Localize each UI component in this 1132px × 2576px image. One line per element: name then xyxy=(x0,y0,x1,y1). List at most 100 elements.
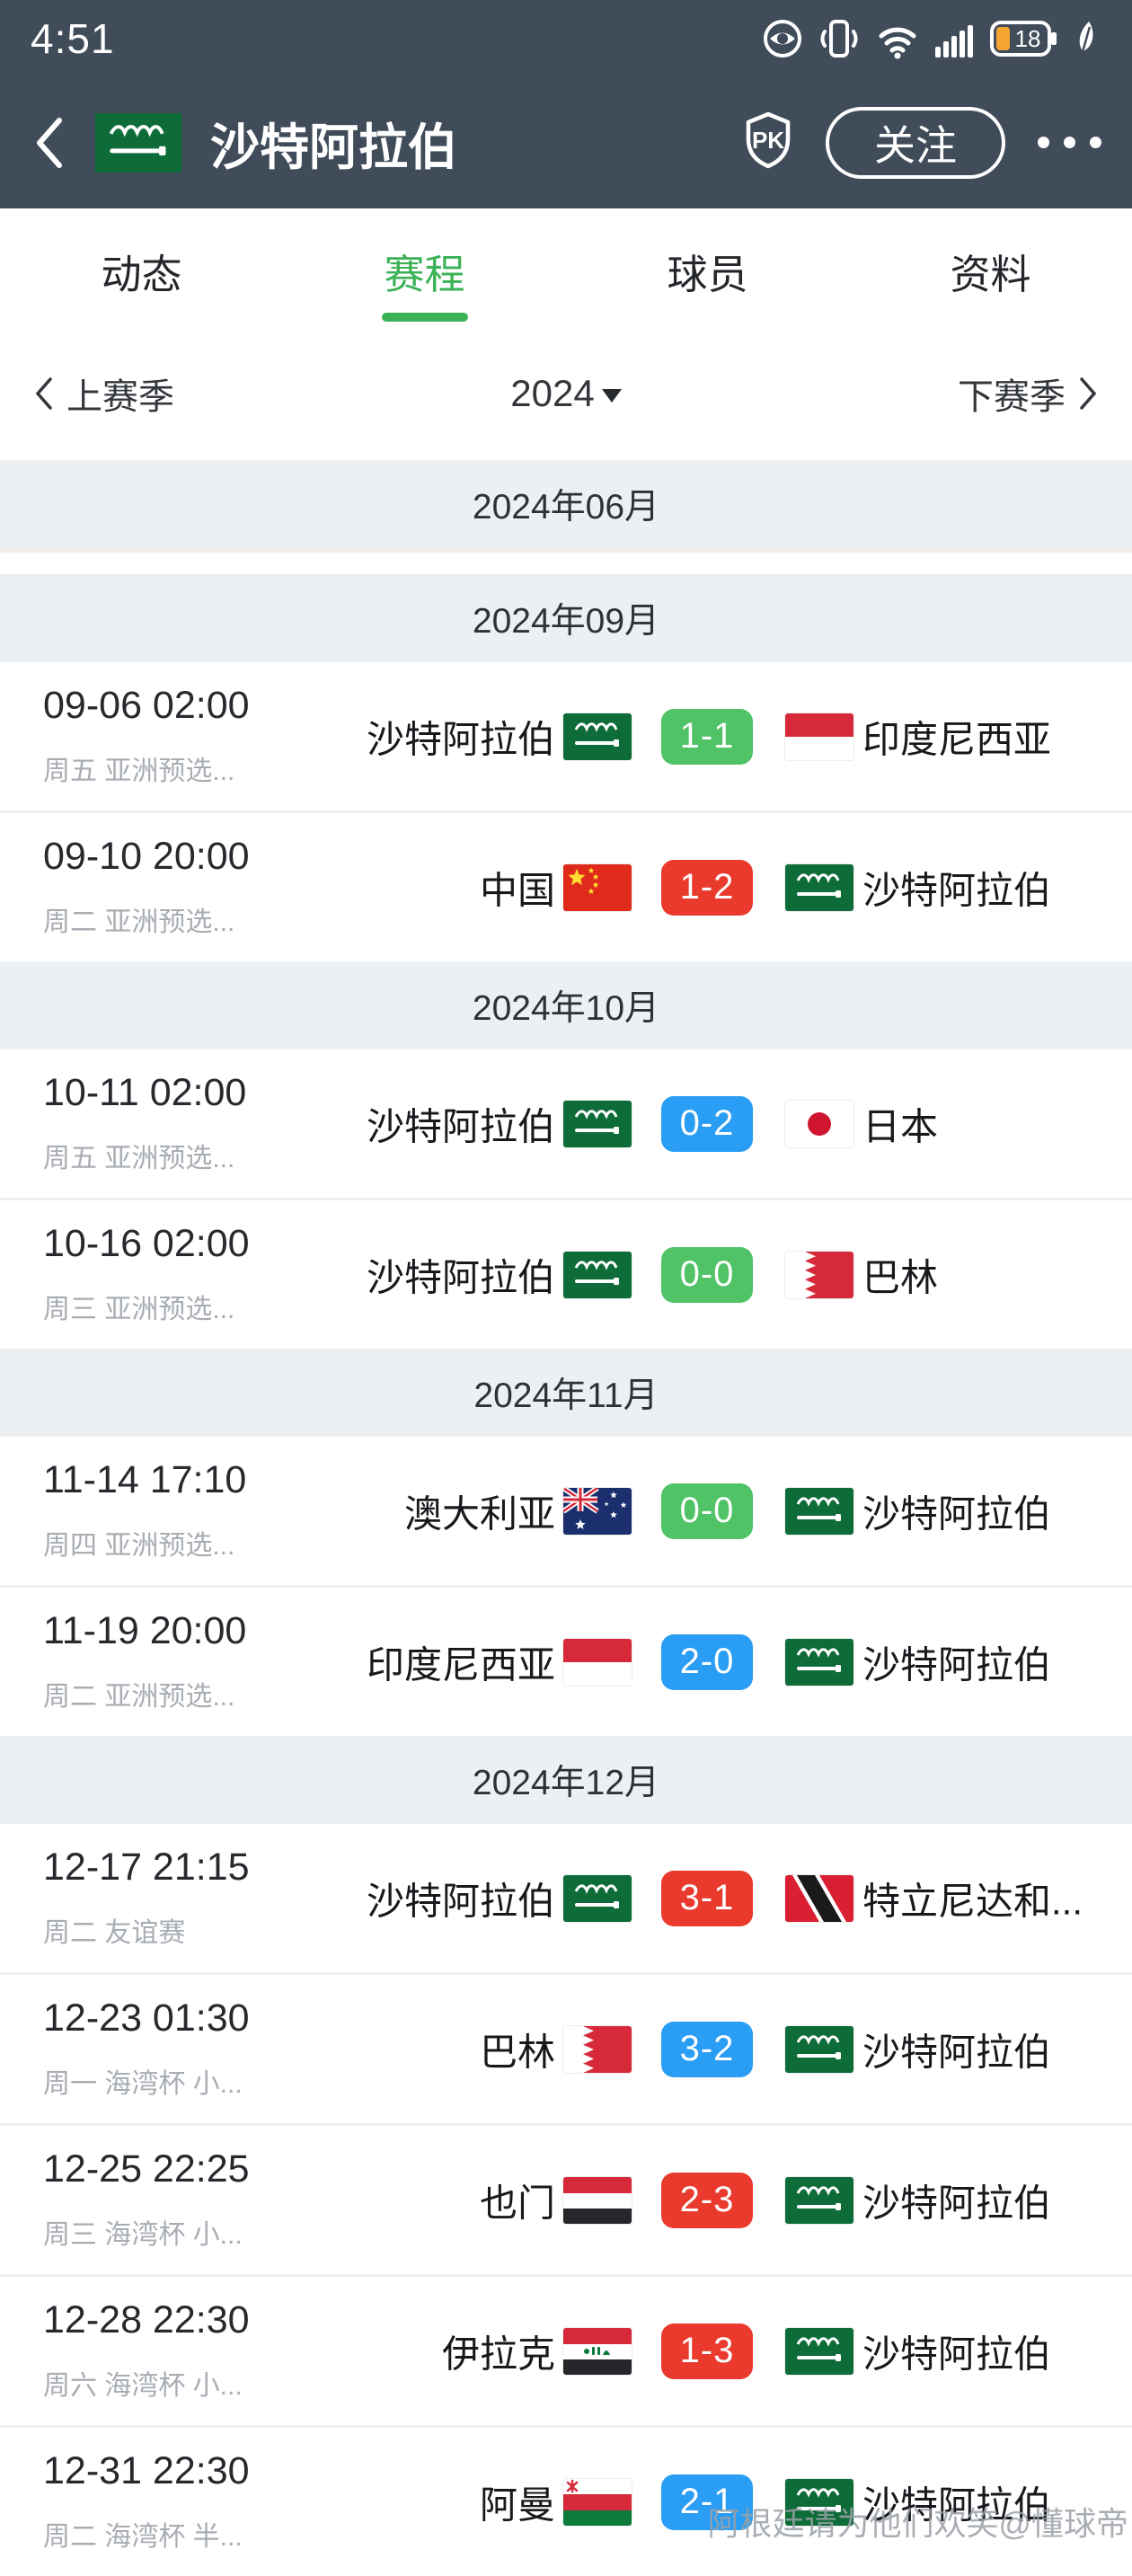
follow-button[interactable]: 关注 xyxy=(826,106,1005,179)
tab-ziliao[interactable]: 资料 xyxy=(849,208,1132,355)
svg-text:PK: PK xyxy=(752,127,784,154)
match-meta: 周四 亚洲预选... xyxy=(43,1531,235,1561)
chevron-down-icon xyxy=(601,389,622,403)
home-team-name: 沙特阿拉伯 xyxy=(366,1256,555,1298)
flag-tt-icon xyxy=(785,1874,853,1922)
home-team-name: 也门 xyxy=(479,2182,555,2224)
away-team-name: 日本 xyxy=(862,1105,939,1147)
away-team-name: 沙特阿拉伯 xyxy=(862,2483,1052,2526)
flag-sa-icon xyxy=(785,2327,853,2375)
home-team-name: 伊拉克 xyxy=(441,2333,555,2375)
tab-label: 赛程 xyxy=(384,252,465,297)
flag-cn-icon xyxy=(563,863,632,911)
flag-au-icon xyxy=(563,1487,632,1535)
home-team-name: 阿曼 xyxy=(479,2483,555,2526)
match-row[interactable]: 12-28 22:30 周六 海湾杯 小... 伊拉克 1-3 沙特阿拉伯 xyxy=(0,2274,1132,2425)
tab-saicheng[interactable]: 赛程 xyxy=(283,208,566,355)
away-team-name: 沙特阿拉伯 xyxy=(862,2333,1052,2375)
flag-bh-icon xyxy=(785,1251,853,1298)
spacer xyxy=(0,553,1132,574)
vibrate-icon xyxy=(818,18,861,59)
flag-sa-icon xyxy=(563,1874,632,1922)
away-team-name: 巴林 xyxy=(862,1256,939,1298)
flag-om-icon xyxy=(563,2478,632,2526)
flag-id-icon xyxy=(563,1638,632,1686)
month-header: 2024年11月 xyxy=(0,1349,1132,1437)
wifi-icon xyxy=(875,18,920,59)
flag-jp-icon xyxy=(785,1100,853,1147)
flag-au-icon xyxy=(563,1487,632,1535)
flag-sa-icon xyxy=(785,2176,853,2224)
match-meta: 周五 亚洲预选... xyxy=(43,1144,235,1173)
flag-cn-icon xyxy=(563,863,632,911)
score-badge: 0-0 xyxy=(661,1483,753,1539)
back-button[interactable] xyxy=(31,113,93,173)
status-bar: 4:51 xyxy=(0,0,1132,76)
home-team-name: 印度尼西亚 xyxy=(366,1643,555,1686)
match-meta: 周六 海湾杯 小... xyxy=(43,2371,243,2401)
tab-label: 动态 xyxy=(101,252,182,297)
match-row[interactable]: 09-10 20:00 周二 亚洲预选... 中国 1-2 沙特阿拉伯 xyxy=(0,810,1132,961)
score-badge: 3-1 xyxy=(661,1870,753,1926)
flag-om-icon xyxy=(563,2478,632,2526)
match-row[interactable]: 11-19 20:00 周二 亚洲预选... 印度尼西亚 2-0 沙特阿拉伯 xyxy=(0,1585,1132,1736)
match-meta: 周二 亚洲预选... xyxy=(43,1682,235,1712)
flag-sa-icon xyxy=(785,2327,853,2375)
match-row[interactable]: 12-23 01:30 周一 海湾杯 小... 巴林 3-2 沙特阿拉伯 xyxy=(0,1972,1132,2123)
match-row[interactable]: 12-17 21:15 周二 友谊赛 沙特阿拉伯 3-1 特立尼达和... xyxy=(0,1824,1132,1972)
flag-sa-icon xyxy=(785,2478,853,2526)
tab-dongtai[interactable]: 动态 xyxy=(0,208,283,355)
match-row[interactable]: 12-31 22:30 周二 海湾杯 半... 阿曼 2-1 沙特阿拉伯 xyxy=(0,2425,1132,2576)
home-team-name: 沙特阿拉伯 xyxy=(366,1105,555,1147)
clock: 4:51 xyxy=(31,14,115,62)
flag-tt-icon xyxy=(785,1874,853,1922)
match-row[interactable]: 10-11 02:00 周五 亚洲预选... 沙特阿拉伯 0-2 日本 xyxy=(0,1049,1132,1198)
match-meta: 周三 海湾杯 小... xyxy=(43,2220,243,2250)
prev-season-button[interactable]: 上赛季 xyxy=(34,367,174,420)
flag-bh-icon xyxy=(563,2025,632,2073)
score-badge: 2-0 xyxy=(661,1633,753,1690)
season-nav: 上赛季 2024 下赛季 xyxy=(0,355,1132,431)
flag-bh-icon xyxy=(785,1251,853,1298)
match-time: 10-16 02:00 xyxy=(43,1222,250,1265)
flag-sa-icon xyxy=(785,1638,853,1686)
battery-icon: 18 xyxy=(990,18,1060,59)
flag-id-icon xyxy=(563,1638,632,1686)
home-team-name: 巴林 xyxy=(479,2031,555,2073)
match-row[interactable]: 09-06 02:00 周五 亚洲预选... 沙特阿拉伯 1-1 印度尼西亚 xyxy=(0,662,1132,810)
tab-qiuyuan[interactable]: 球员 xyxy=(566,208,849,355)
status-icons: 18 xyxy=(762,18,1101,59)
match-row[interactable]: 12-25 22:25 周三 海湾杯 小... 也门 2-3 沙特阿拉伯 xyxy=(0,2123,1132,2274)
match-time: 12-17 21:15 xyxy=(43,1846,250,1889)
season-year: 2024 xyxy=(510,371,595,414)
flag-sa-icon xyxy=(785,2025,853,2073)
match-row[interactable]: 11-14 17:10 周四 亚洲预选... 澳大利亚 0-0 沙特阿拉伯 xyxy=(0,1437,1132,1585)
away-team-name: 沙特阿拉伯 xyxy=(862,1643,1052,1686)
more-options-icon[interactable] xyxy=(1038,137,1101,148)
pk-badge[interactable]: PK xyxy=(743,111,793,174)
score-badge: 1-3 xyxy=(661,2323,753,2379)
match-row[interactable]: 10-16 02:00 周三 亚洲预选... 沙特阿拉伯 0-0 巴林 xyxy=(0,1198,1132,1349)
power-saving-leaf-icon xyxy=(1075,18,1101,59)
match-time: 11-14 17:10 xyxy=(43,1458,247,1501)
score-badge: 2-1 xyxy=(661,2474,753,2530)
flag-sa-icon xyxy=(785,2025,853,2073)
schedule-list: 2024年06月 2024年09月 09-06 02:00 周五 亚洲预选... 沙特阿… xyxy=(0,431,1132,2576)
season-selector[interactable]: 2024 xyxy=(510,371,622,415)
flag-sa-icon xyxy=(785,2478,853,2526)
match-time: 11-19 20:00 xyxy=(43,1609,247,1652)
match-time: 10-11 02:00 xyxy=(43,1071,247,1114)
flag-id-icon xyxy=(785,713,853,760)
flag-sa-icon xyxy=(785,1487,853,1535)
next-season-button[interactable]: 下赛季 xyxy=(958,367,1098,420)
flag-id-icon xyxy=(785,713,853,760)
match-meta: 周一 海湾杯 小... xyxy=(43,2069,243,2099)
match-time: 09-06 02:00 xyxy=(43,684,250,727)
home-team-name: 中国 xyxy=(479,869,555,911)
score-badge: 1-1 xyxy=(661,708,753,765)
flag-sa-icon xyxy=(563,713,632,760)
flag-sa-icon xyxy=(94,112,182,173)
match-time: 12-23 01:30 xyxy=(43,1996,250,2040)
away-team-name: 沙特阿拉伯 xyxy=(862,2182,1052,2224)
header-team-flag-icon xyxy=(93,112,183,173)
